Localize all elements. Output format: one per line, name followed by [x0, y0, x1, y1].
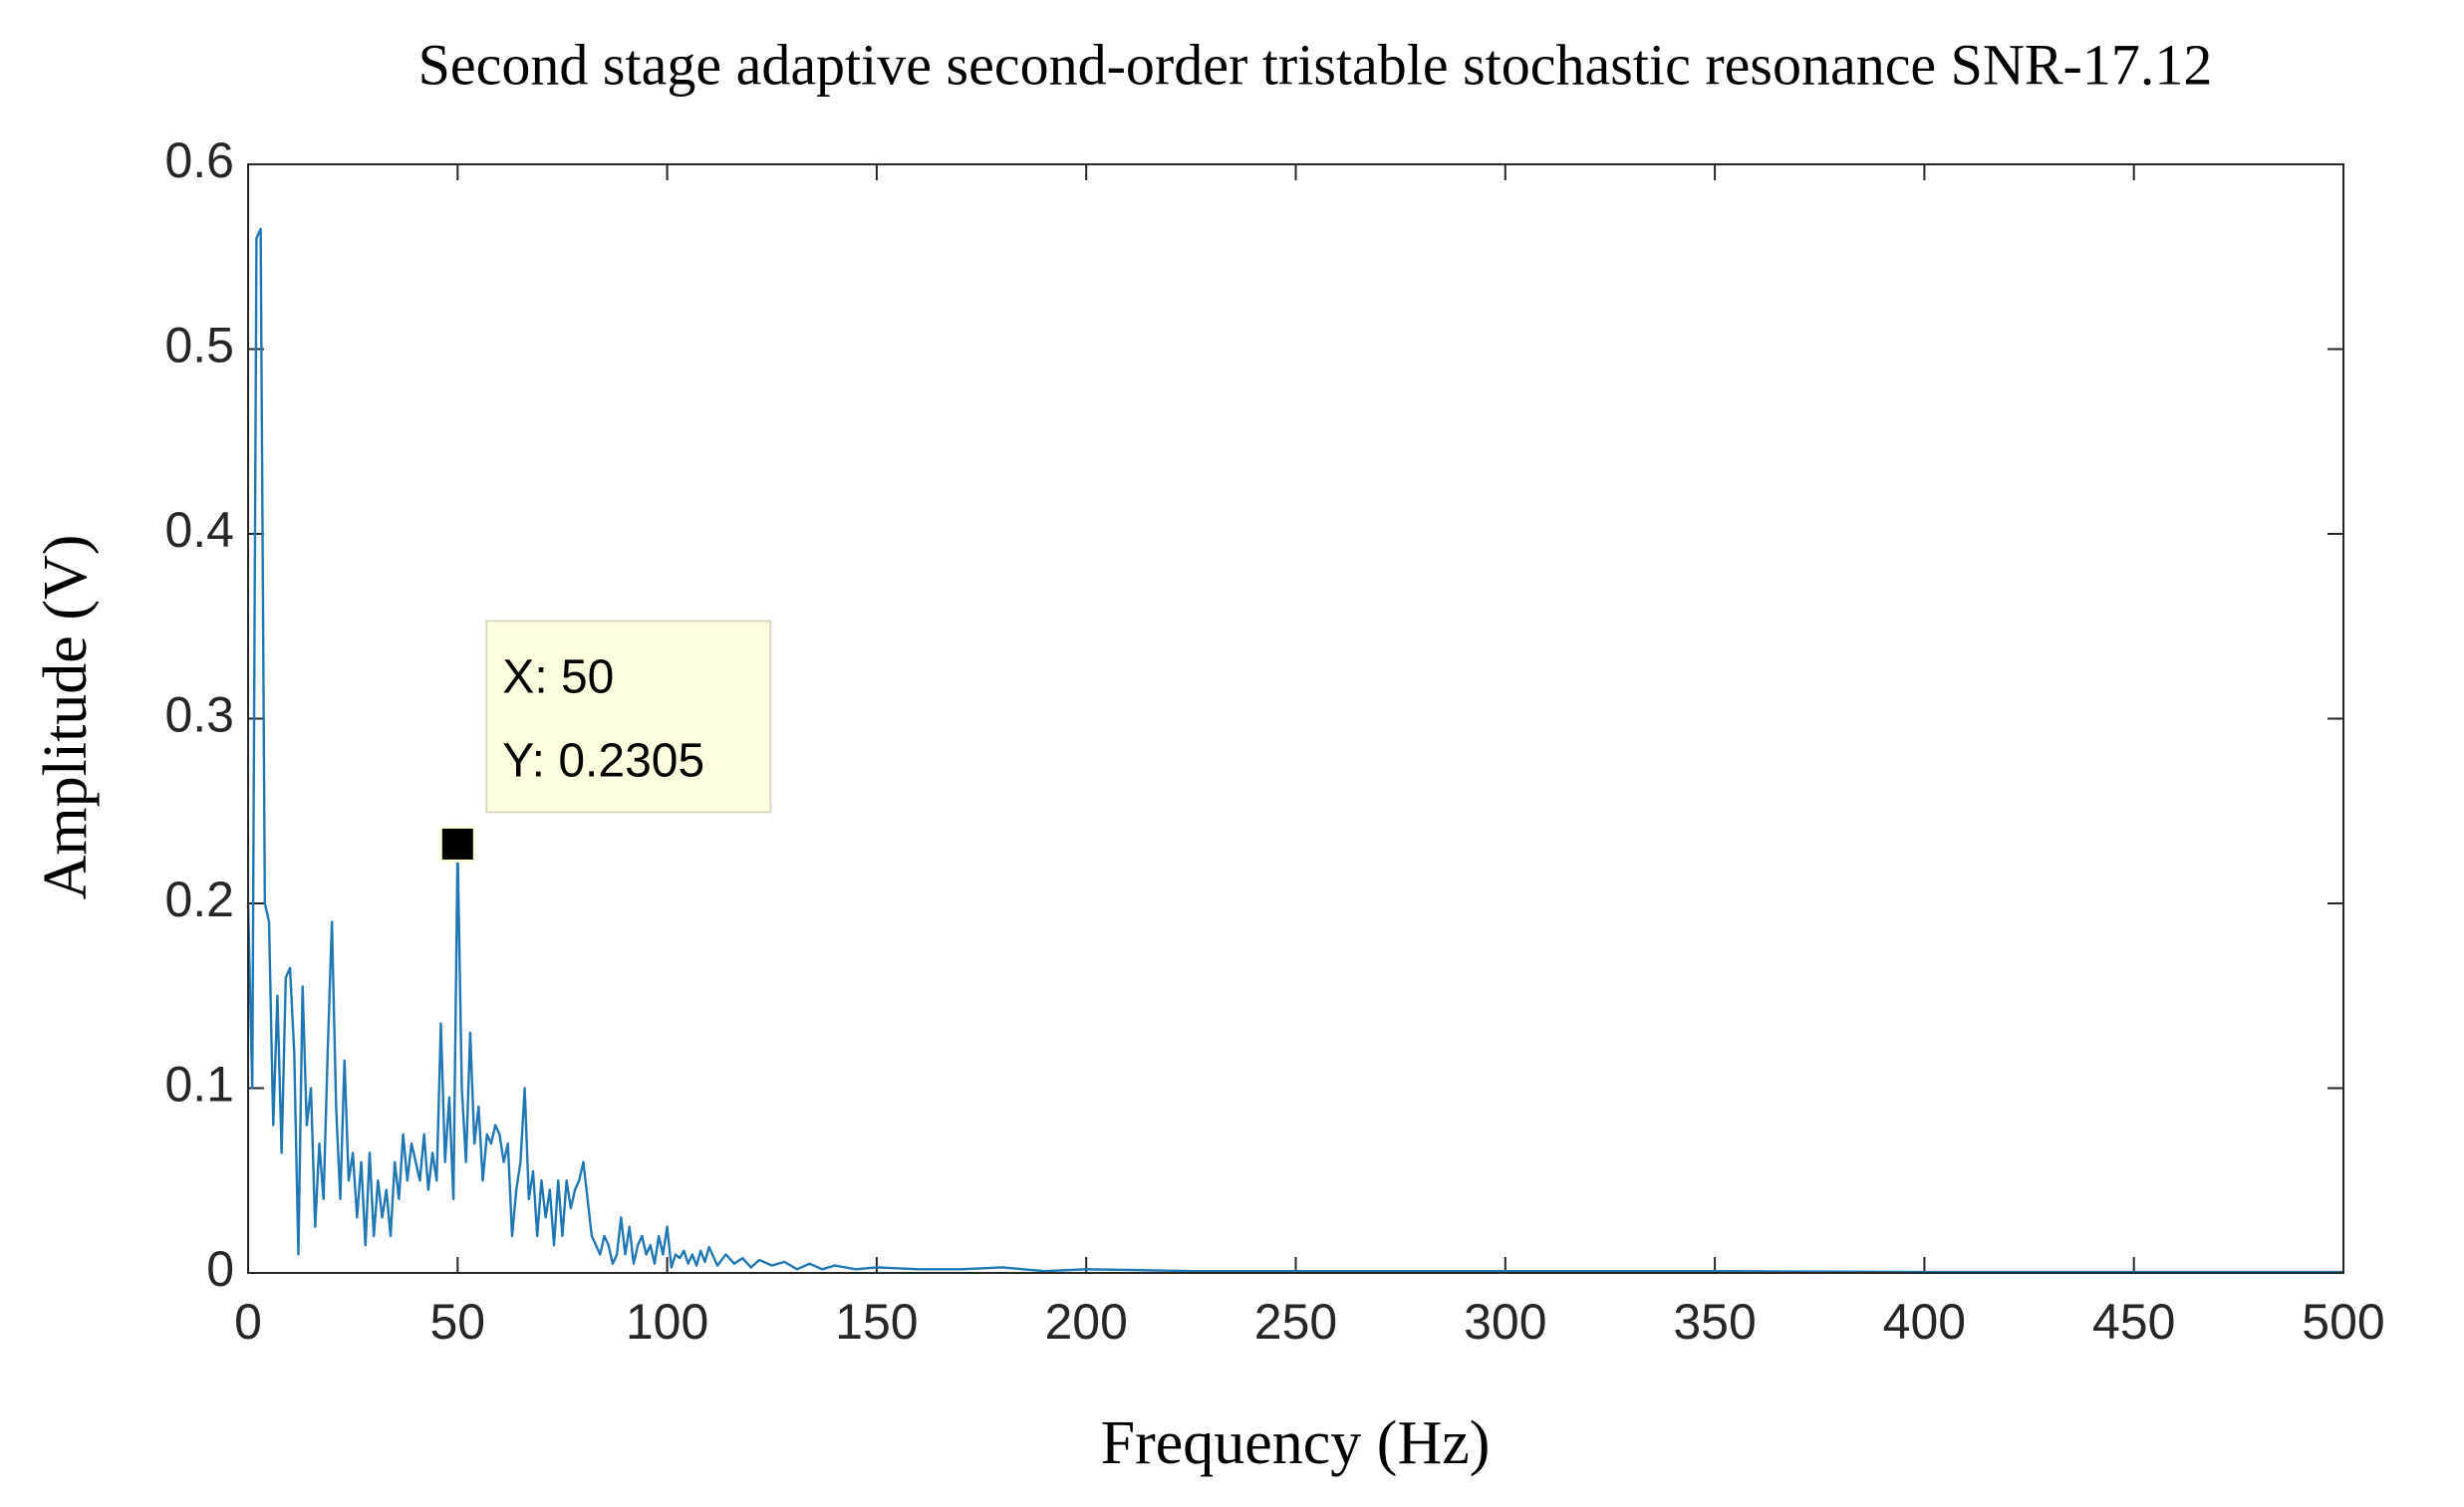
y-tick-label: 0.5	[164, 318, 234, 374]
y-tick-label: 0.1	[164, 1057, 234, 1113]
chart-title: Second stage adaptive second-order trist…	[418, 32, 2213, 97]
y-tick-label: 0.2	[164, 872, 234, 927]
y-tick-label: 0.3	[164, 687, 234, 743]
plot-frame	[247, 163, 2344, 1274]
x-tick-label: 350	[1673, 1294, 1756, 1350]
x-tick-label: 50	[429, 1294, 485, 1350]
x-tick-label: 100	[626, 1294, 708, 1350]
datatip-marker	[438, 825, 476, 863]
series-line	[246, 227, 2343, 1274]
x-tick-label: 500	[2302, 1294, 2384, 1350]
x-tick-label: 200	[1044, 1294, 1127, 1350]
y-tick-label: 0.4	[164, 502, 234, 558]
x-tick-label: 450	[2092, 1294, 2175, 1350]
x-tick-label: 300	[1464, 1294, 1546, 1350]
x-tick-label: 0	[234, 1294, 262, 1350]
y-axis-label: Amplitude (V)	[32, 535, 100, 900]
datatip-y: Y: 0.2305	[502, 734, 704, 787]
datatip-box	[485, 620, 772, 814]
y-tick-label: 0.6	[164, 132, 234, 188]
x-axis-label: Frequency (Hz)	[1101, 1409, 1491, 1477]
x-tick-label: 400	[1883, 1294, 1966, 1350]
x-tick-label: 250	[1254, 1294, 1337, 1350]
x-tick-label: 150	[835, 1294, 918, 1350]
y-tick-label: 0	[206, 1241, 234, 1297]
datatip-x: X: 50	[502, 650, 614, 703]
